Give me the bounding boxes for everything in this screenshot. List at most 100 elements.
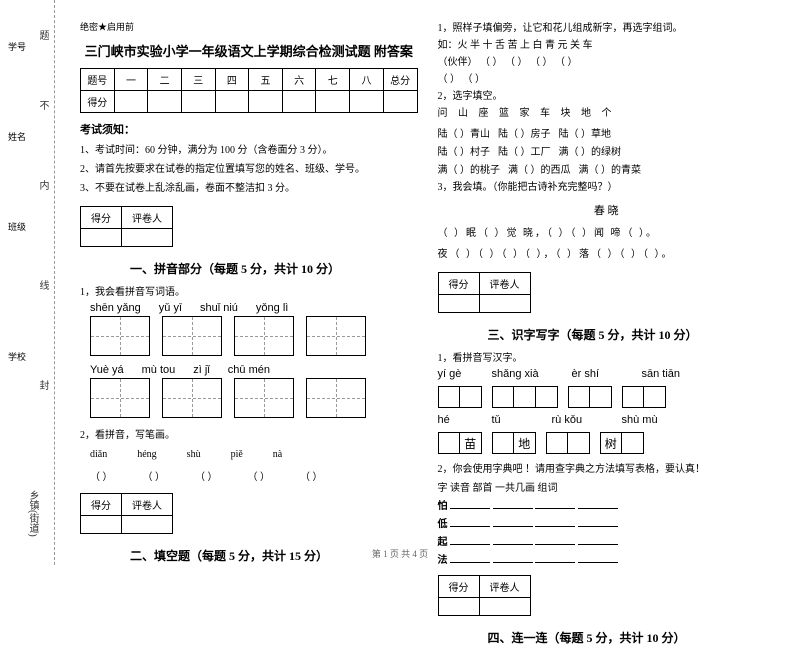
binding-char: 内 <box>35 180 50 190</box>
score-blank[interactable] <box>438 295 479 313</box>
dict-row: 低 <box>438 515 776 530</box>
char-grid[interactable] <box>90 378 150 418</box>
binding-label: 学校 <box>8 350 26 363</box>
char-grid[interactable] <box>492 386 558 408</box>
fill-item: 满（ ）的绿树 <box>559 143 622 158</box>
char-grid[interactable] <box>438 386 482 408</box>
score-cell[interactable] <box>383 91 417 113</box>
binding-char: 线 <box>35 280 50 290</box>
fill-item: 陆（ ）村子 <box>438 143 491 158</box>
paren-blank[interactable]: （ ） <box>143 468 166 483</box>
question-text: 1，看拼音写汉字。 <box>438 349 776 364</box>
score-header: 五 <box>249 69 283 91</box>
secret-label: 绝密★启用前 <box>80 20 418 33</box>
fill-item: 陆（ ）房子 <box>498 125 551 140</box>
char-grid[interactable] <box>90 316 150 356</box>
fill-item: 满（ ）的西瓜 <box>508 161 571 176</box>
score-blank[interactable] <box>438 598 479 616</box>
stroke-pinyin: piě <box>231 449 243 460</box>
binding-char: 题 <box>35 30 50 40</box>
notice-item: 3、不要在试卷上乱涂乱画，卷面不整洁扣 3 分。 <box>80 181 418 196</box>
pinyin: mù tou <box>142 364 176 376</box>
char-grid[interactable]: 地 <box>492 432 536 454</box>
section-4-title: 四、连一连（每题 5 分，共计 10 分） <box>488 629 776 646</box>
grader-label: 评卷人 <box>479 576 530 598</box>
char-grid[interactable] <box>162 316 222 356</box>
score-cell[interactable] <box>350 91 384 113</box>
char-grid[interactable] <box>568 386 612 408</box>
question-text: 2，看拼音，写笔画。 <box>80 426 418 441</box>
pinyin: yǔ yī <box>159 302 182 314</box>
char-grid[interactable] <box>306 316 366 356</box>
char-grid[interactable] <box>234 378 294 418</box>
score-header: 总分 <box>383 69 417 91</box>
score-cell[interactable] <box>249 91 283 113</box>
section-score-box: 得分评卷人 <box>80 493 173 534</box>
score-header: 八 <box>350 69 384 91</box>
char-grid[interactable] <box>306 378 366 418</box>
poem-line: 夜（ ）（ ）（ ）（ ），（ ）落（ ）（ ）（ ）。 <box>438 245 776 260</box>
grader-blank[interactable] <box>479 598 530 616</box>
score-cell[interactable] <box>181 91 215 113</box>
paren-row: （ ） （ ） （ ） （ ） （ ） <box>90 468 418 483</box>
score-blank[interactable] <box>81 229 122 247</box>
grid-row: 苗 地 树 <box>438 432 776 454</box>
pinyin: shēn yǎng <box>90 302 141 314</box>
score-blank[interactable] <box>81 516 122 534</box>
exam-page: 学号 题 姓名 不 班级 内 学校 线 封 乡镇(街道) 绝密★启用前 三门峡市… <box>0 0 800 565</box>
score-cell: 得分 <box>81 91 115 113</box>
content-area: 绝密★启用前 三门峡市实验小学一年级语文上学期综合检测试题 附答案 题号 一 二… <box>55 0 800 565</box>
binding-margin: 学号 题 姓名 不 班级 内 学校 线 封 乡镇(街道) <box>0 0 55 565</box>
stroke-pinyin: shù <box>187 449 201 460</box>
score-header: 二 <box>148 69 182 91</box>
char-grid[interactable] <box>546 432 590 454</box>
score-cell[interactable] <box>148 91 182 113</box>
char-grid[interactable] <box>234 316 294 356</box>
section-3-title: 三、识字写字（每题 5 分，共计 10 分） <box>488 326 776 343</box>
question-text: 1，我会看拼音写词语。 <box>80 283 418 298</box>
paren-line: （ ） （ ） <box>438 71 776 88</box>
pinyin-row: shēn yǎng yǔ yī shuǐ niú yǒng lì <box>90 302 418 314</box>
score-cell[interactable] <box>215 91 249 113</box>
section-score-box: 得分评卷人 <box>438 272 531 313</box>
pinyin: èr shí <box>572 368 632 380</box>
binding-label: 班级 <box>8 220 26 233</box>
score-header: 题号 <box>81 69 115 91</box>
score-cell[interactable] <box>282 91 316 113</box>
score-cell[interactable] <box>114 91 148 113</box>
char-choices: 问 山 座 篮 家 车 块 地 个 <box>438 105 776 122</box>
grader-blank[interactable] <box>122 516 173 534</box>
fill-line: 陆（ ）青山 陆（ ）房子 陆（ ）草地 <box>438 125 776 140</box>
paren-blank[interactable]: （ ） <box>195 468 218 483</box>
score-cell[interactable] <box>316 91 350 113</box>
poem-line: （ ）眠（ ）觉 晓，（ ）（ ）闻 啼（ ）。 <box>438 224 776 239</box>
binding-label: 姓名 <box>8 130 26 143</box>
char-grid[interactable]: 苗 <box>438 432 482 454</box>
pinyin: yǒng lì <box>256 302 288 314</box>
pinyin: Yuè yá <box>90 364 124 376</box>
fill-item: 陆（ ）草地 <box>559 125 612 140</box>
pinyin: tǔ <box>492 414 542 426</box>
paren-blank[interactable]: （ ） <box>248 468 271 483</box>
score-label: 得分 <box>81 207 122 229</box>
pinyin: rù kǒu <box>552 414 612 426</box>
pinyin: yí gè <box>438 368 482 380</box>
char-grid[interactable] <box>162 378 222 418</box>
paren-blank[interactable]: （ ） <box>300 468 323 483</box>
score-header: 四 <box>215 69 249 91</box>
grader-label: 评卷人 <box>122 494 173 516</box>
notice-item: 1、考试时间：60 分钟，满分为 100 分（含卷面分 3 分）。 <box>80 143 418 158</box>
binding-label: 学号 <box>8 40 26 53</box>
example-text: 如：火 半 十 舌 苦 上 白 青 元 关 车 <box>438 37 776 54</box>
grader-blank[interactable] <box>479 295 530 313</box>
grader-blank[interactable] <box>122 229 173 247</box>
section-score-box: 得分评卷人 <box>438 575 531 616</box>
char-grid[interactable] <box>622 386 666 408</box>
right-column: 1，照样子填偏旁，让它和花儿组成新字，再选字组词。 如：火 半 十 舌 苦 上 … <box>428 20 786 555</box>
paren-blank[interactable]: （ ） <box>90 468 113 483</box>
pinyin: chū mén <box>228 364 270 376</box>
char-grid[interactable]: 树 <box>600 432 644 454</box>
fill-item: 陆（ ）青山 <box>438 125 491 140</box>
score-label: 得分 <box>81 494 122 516</box>
stroke-pinyin: héng <box>137 449 156 460</box>
